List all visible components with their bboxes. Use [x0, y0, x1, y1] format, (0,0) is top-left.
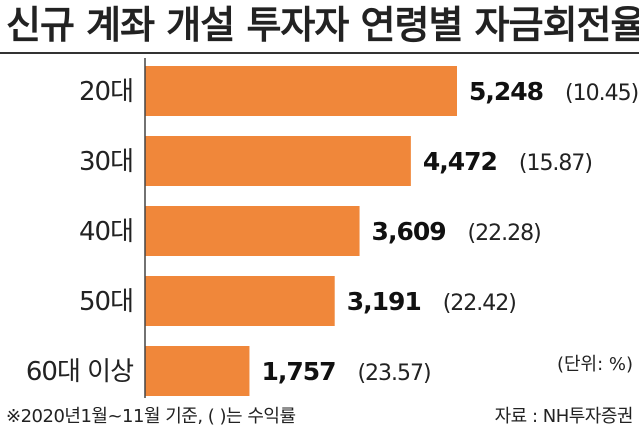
return-rate-label: (23.57) [357, 361, 430, 386]
bar-4 [145, 276, 335, 326]
value-label: 1,757 [261, 357, 335, 386]
category-label: 40대 [79, 217, 133, 247]
bar-2 [145, 136, 411, 186]
category-label: 60대 이상 [26, 357, 133, 387]
value-label: 3,191 [347, 287, 421, 316]
bar-1 [145, 66, 457, 116]
value-label: 4,472 [423, 147, 497, 176]
category-label: 30대 [79, 147, 133, 177]
return-rate-label: (22.42) [443, 291, 516, 316]
value-label: 5,248 [469, 77, 543, 106]
return-rate-label: (10.45) [565, 81, 638, 106]
return-rate-label: (22.28) [468, 221, 541, 246]
bar-5 [145, 346, 250, 396]
value-label: 3,609 [372, 217, 446, 246]
footnote: ※2020년1월~11월 기준, ( )는 수익률 [6, 406, 296, 427]
source-note: 자료 : NH투자증권 [494, 406, 634, 427]
return-rate-label: (15.87) [519, 151, 592, 176]
title-rule [0, 52, 639, 54]
category-label: 50대 [79, 287, 133, 317]
chart-title: 신규 계좌 개설 투자자 연령별 자금회전율 [6, 3, 639, 47]
bar-3 [145, 206, 360, 256]
unit-note: (단위: %) [556, 354, 633, 375]
category-label: 20대 [79, 77, 133, 107]
